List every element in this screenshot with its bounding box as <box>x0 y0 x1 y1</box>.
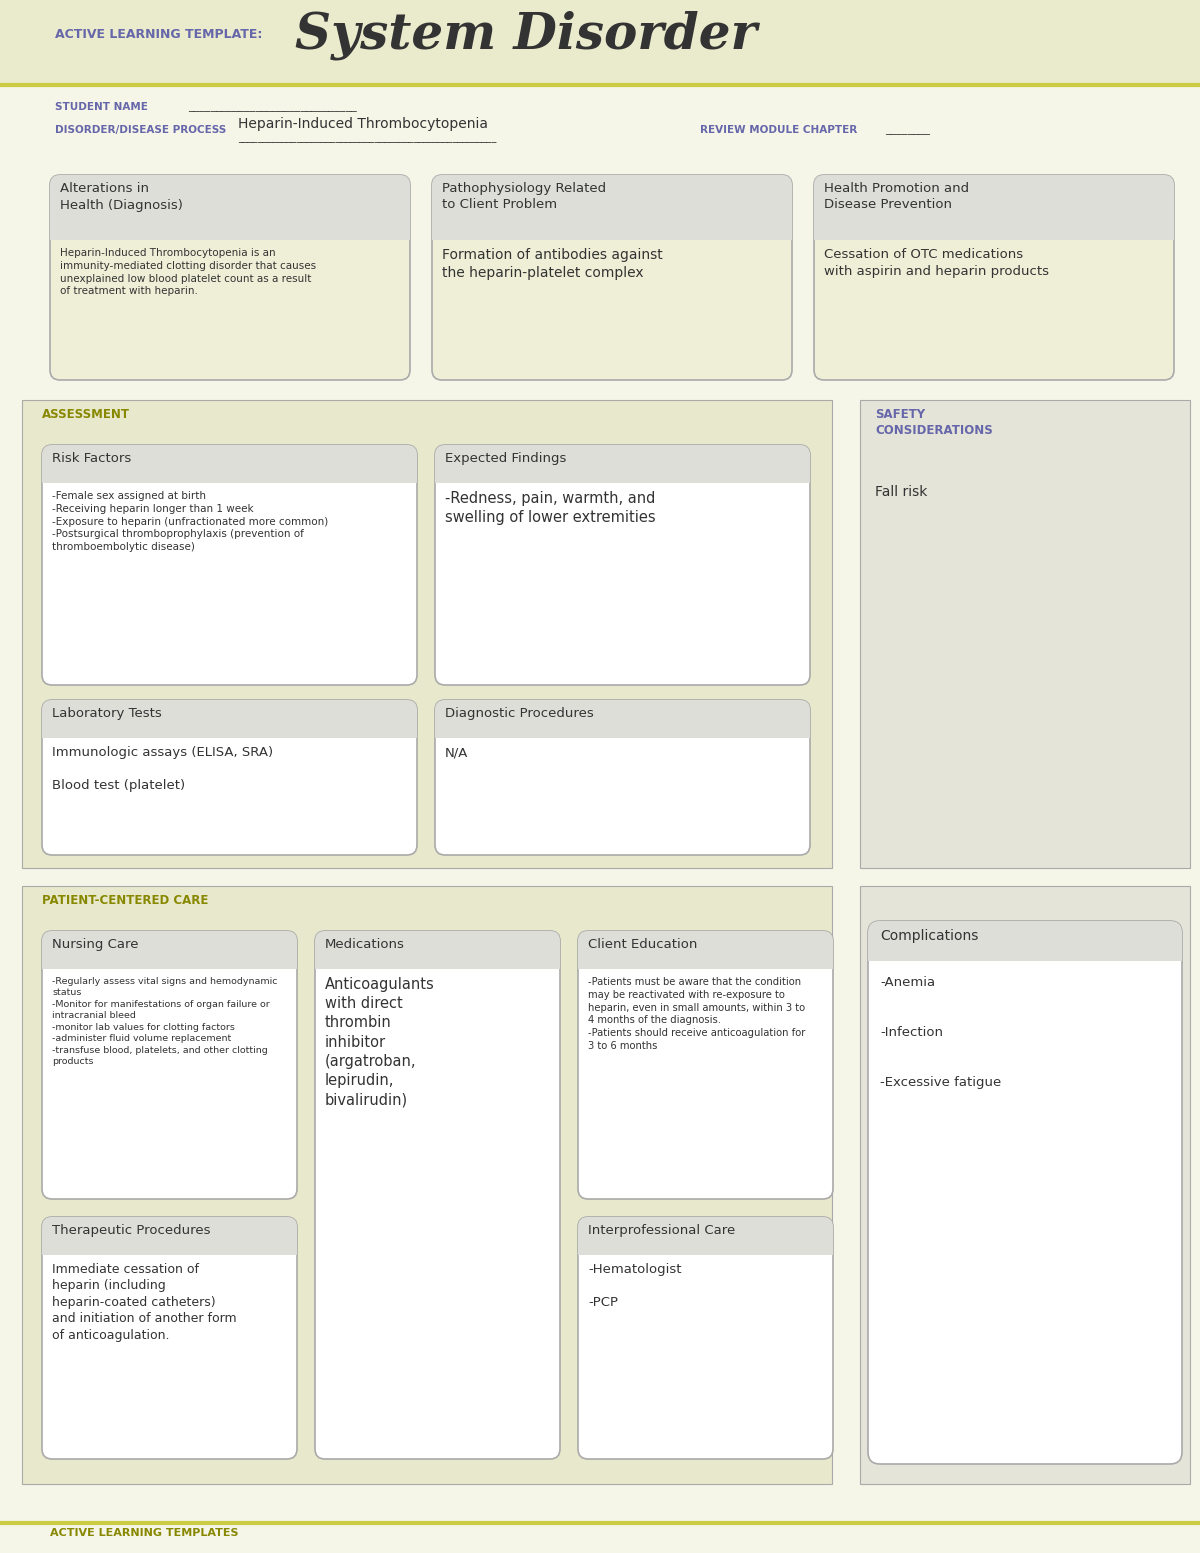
Text: Client Education: Client Education <box>588 938 697 950</box>
Text: Pathophysiology Related
to Client Problem: Pathophysiology Related to Client Proble… <box>442 182 606 211</box>
Text: Diagnostic Procedures: Diagnostic Procedures <box>445 707 594 721</box>
Text: Heparin-Induced Thrombocytopenia is an
immunity-mediated clotting disorder that : Heparin-Induced Thrombocytopenia is an i… <box>60 248 316 297</box>
Text: Cessation of OTC medications
with aspirin and heparin products: Cessation of OTC medications with aspiri… <box>824 248 1049 278</box>
Text: N/A: N/A <box>445 745 468 759</box>
FancyBboxPatch shape <box>578 1218 833 1255</box>
Text: Health Promotion and
Disease Prevention: Health Promotion and Disease Prevention <box>824 182 970 211</box>
FancyBboxPatch shape <box>50 175 410 241</box>
Text: Anticoagulants
with direct
thrombin
inhibitor
(argatroban,
lepirudin,
bivalirudi: Anticoagulants with direct thrombin inhi… <box>325 977 434 1107</box>
Text: -Regularly assess vital signs and hemodynamic
status
-Monitor for manifestations: -Regularly assess vital signs and hemody… <box>52 977 277 1067</box>
FancyBboxPatch shape <box>814 175 1174 241</box>
FancyBboxPatch shape <box>42 1218 298 1458</box>
Bar <box>0 0 1200 85</box>
Text: Fall risk: Fall risk <box>875 485 928 499</box>
FancyBboxPatch shape <box>42 700 418 738</box>
Bar <box>42 464 418 483</box>
Text: Formation of antibodies against
the heparin-platelet complex: Formation of antibodies against the hepa… <box>442 248 662 280</box>
Text: Expected Findings: Expected Findings <box>445 452 566 464</box>
Text: Heparin-Induced Thrombocytopenia: Heparin-Induced Thrombocytopenia <box>238 116 488 130</box>
FancyBboxPatch shape <box>814 175 1174 380</box>
Bar <box>432 207 792 241</box>
Bar <box>42 719 418 738</box>
FancyBboxPatch shape <box>42 700 418 856</box>
FancyBboxPatch shape <box>578 930 833 1199</box>
Bar <box>22 887 832 1485</box>
Text: Laboratory Tests: Laboratory Tests <box>52 707 162 721</box>
FancyBboxPatch shape <box>314 930 560 969</box>
Text: ________: ________ <box>886 124 930 135</box>
Bar <box>860 887 1190 1485</box>
Bar <box>436 719 810 738</box>
Text: Medications: Medications <box>325 938 404 950</box>
Text: -Hematologist

-PCP: -Hematologist -PCP <box>588 1263 682 1309</box>
Text: ACTIVE LEARNING TEMPLATES: ACTIVE LEARNING TEMPLATES <box>50 1528 239 1537</box>
FancyBboxPatch shape <box>432 175 792 380</box>
Text: -Patients must be aware that the condition
may be reactivated with re-exposure t: -Patients must be aware that the conditi… <box>588 977 805 1051</box>
Bar <box>42 950 298 969</box>
FancyBboxPatch shape <box>578 930 833 969</box>
FancyBboxPatch shape <box>42 930 298 1199</box>
FancyBboxPatch shape <box>436 700 810 738</box>
Bar <box>868 941 1182 961</box>
Text: Interprofessional Care: Interprofessional Care <box>588 1224 736 1238</box>
FancyBboxPatch shape <box>868 921 1182 961</box>
Text: Nursing Care: Nursing Care <box>52 938 138 950</box>
FancyBboxPatch shape <box>42 446 418 685</box>
Bar <box>578 950 833 969</box>
Text: Alterations in
Health (Diagnosis): Alterations in Health (Diagnosis) <box>60 182 182 211</box>
FancyBboxPatch shape <box>578 1218 833 1458</box>
Bar <box>436 464 810 483</box>
Bar <box>42 1236 298 1255</box>
Text: _____________________________________________________: ________________________________________… <box>238 134 497 143</box>
Text: STUDENT NAME: STUDENT NAME <box>55 102 148 112</box>
Text: Complications: Complications <box>880 929 978 943</box>
FancyBboxPatch shape <box>432 175 792 241</box>
Text: -Redness, pain, warmth, and
swelling of lower extremities: -Redness, pain, warmth, and swelling of … <box>445 491 655 525</box>
FancyBboxPatch shape <box>42 930 298 969</box>
Text: DISORDER/DISEASE PROCESS: DISORDER/DISEASE PROCESS <box>55 124 227 135</box>
Text: ______________________________: ______________________________ <box>188 102 356 112</box>
FancyBboxPatch shape <box>436 700 810 856</box>
Text: SAFETY
CONSIDERATIONS: SAFETY CONSIDERATIONS <box>875 408 992 436</box>
Bar <box>814 207 1174 241</box>
Text: REVIEW MODULE CHAPTER: REVIEW MODULE CHAPTER <box>700 124 857 135</box>
FancyBboxPatch shape <box>42 446 418 483</box>
Text: Immunologic assays (ELISA, SRA)

Blood test (platelet): Immunologic assays (ELISA, SRA) Blood te… <box>52 745 274 792</box>
Text: System Disorder: System Disorder <box>295 9 757 59</box>
Bar <box>50 207 410 241</box>
Text: Therapeutic Procedures: Therapeutic Procedures <box>52 1224 210 1238</box>
FancyBboxPatch shape <box>436 446 810 483</box>
Bar <box>860 401 1190 868</box>
FancyBboxPatch shape <box>868 921 1182 1464</box>
Bar <box>22 401 832 868</box>
FancyBboxPatch shape <box>314 930 560 1458</box>
FancyBboxPatch shape <box>50 175 410 380</box>
Text: ACTIVE LEARNING TEMPLATE:: ACTIVE LEARNING TEMPLATE: <box>55 28 263 40</box>
Text: ASSESSMENT: ASSESSMENT <box>42 408 130 421</box>
Text: PATIENT-CENTERED CARE: PATIENT-CENTERED CARE <box>42 895 209 907</box>
Text: Risk Factors: Risk Factors <box>52 452 131 464</box>
FancyBboxPatch shape <box>436 446 810 685</box>
Text: -Anemia

-Infection

-Excessive fatigue: -Anemia -Infection -Excessive fatigue <box>880 975 1001 1089</box>
Bar <box>314 950 560 969</box>
Text: -Female sex assigned at birth
-Receiving heparin longer than 1 week
-Exposure to: -Female sex assigned at birth -Receiving… <box>52 491 329 553</box>
FancyBboxPatch shape <box>42 1218 298 1255</box>
Text: Immediate cessation of
heparin (including
heparin-coated catheters)
and initiati: Immediate cessation of heparin (includin… <box>52 1263 236 1342</box>
Bar <box>578 1236 833 1255</box>
